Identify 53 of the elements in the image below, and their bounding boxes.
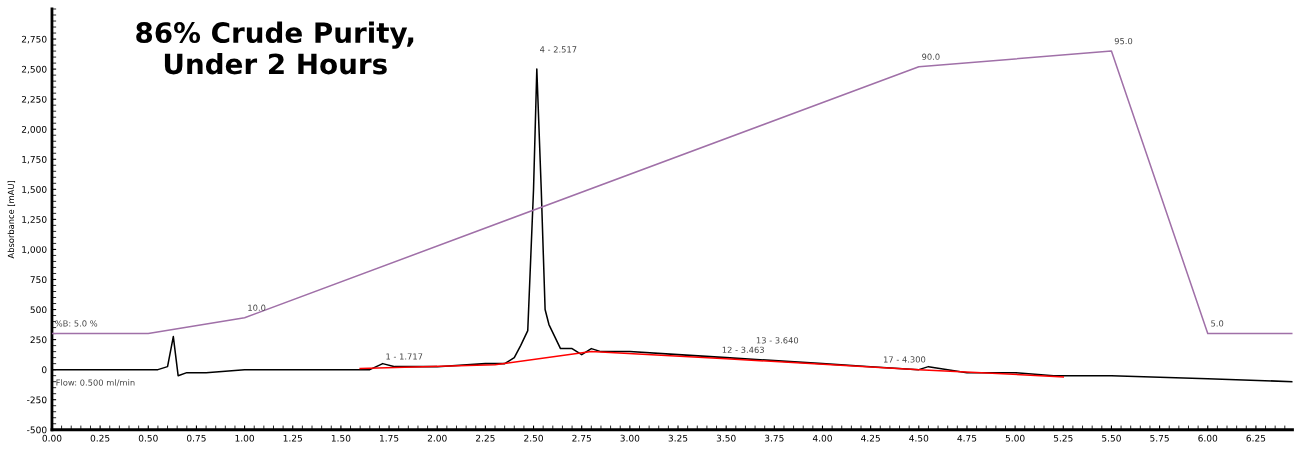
y-tick-label: 2,750 xyxy=(21,35,47,44)
x-tick-label: 4.00 xyxy=(812,434,832,442)
data-label: 5.0 xyxy=(1211,320,1224,327)
x-tick-label: 0.50 xyxy=(138,434,158,442)
x-tick-label: 6.00 xyxy=(1198,434,1218,442)
y-tick-label: 250 xyxy=(30,336,47,344)
data-label: 95.0 xyxy=(1114,37,1133,45)
y-tick-label: 0 xyxy=(41,366,47,374)
x-tick-label: 0.75 xyxy=(186,434,206,442)
annotation: 13 - 3.640 xyxy=(756,337,799,344)
y-tick-label: -250 xyxy=(27,396,47,404)
annotation: 12 - 3.463 xyxy=(722,346,764,353)
x-tick-label: 4.50 xyxy=(909,434,929,442)
annotation: Flow: 0.500 ml/min xyxy=(56,379,135,387)
x-tick-label: 2.50 xyxy=(524,434,543,442)
x-tick-label: 5.75 xyxy=(1150,434,1169,442)
x-tick-label: 0.00 xyxy=(42,434,62,442)
annotation: 17 - 4.300 xyxy=(883,356,926,363)
x-tick-label: 1.25 xyxy=(283,434,303,442)
x-tick-label: 0.25 xyxy=(90,434,110,442)
x-tick-label: 3.50 xyxy=(716,434,736,442)
annotation: 1 - 1.717 xyxy=(386,353,423,360)
x-tick-label: 2.75 xyxy=(572,434,591,442)
y-tick-label: 1,000 xyxy=(22,246,47,254)
y-axis-title: Absorbance [mAU] xyxy=(7,180,16,259)
y-tick-label: -500 xyxy=(27,426,47,434)
x-tick-label: 5.25 xyxy=(1053,434,1073,442)
text: 86% Crude Purity, Under 2 Hours xyxy=(136,21,414,75)
y-tick-label: 1,750 xyxy=(22,156,47,164)
y-tick-label: 2,000 xyxy=(21,125,47,134)
x-tick-label: 4.75 xyxy=(957,434,977,442)
x-tick-label: 2.25 xyxy=(475,434,495,442)
x-tick-label: 6.25 xyxy=(1246,434,1266,442)
y-tick-label: 2,250 xyxy=(21,95,47,104)
x-tick-label: 2.00 xyxy=(427,434,447,442)
x-tick-label: 3.75 xyxy=(764,434,784,442)
x-tick-label: 4.25 xyxy=(861,434,880,442)
y-tick-label: 1,250 xyxy=(22,216,47,224)
x-tick-label: 1.75 xyxy=(380,434,399,442)
x-tick-label: 3.25 xyxy=(668,434,688,442)
x-tick-label: 5.00 xyxy=(1005,434,1025,442)
y-tick-label: 2,500 xyxy=(21,65,47,74)
x-tick-label: 3.00 xyxy=(620,434,640,442)
y-tick-label: 1,500 xyxy=(22,186,47,194)
x-tick-label: 1.00 xyxy=(235,434,255,442)
x-tick-label: 1.50 xyxy=(331,434,351,442)
y-tick-label: 750 xyxy=(30,276,47,284)
annotation: 4 - 2.517 xyxy=(540,46,577,53)
data-label: 10.0 xyxy=(248,304,266,311)
y-tick-label: 500 xyxy=(30,306,47,314)
x-tick-label: 5.50 xyxy=(1102,434,1121,442)
data-label: %B: 5.0 % xyxy=(55,320,98,327)
data-label: 90.0 xyxy=(922,53,940,60)
